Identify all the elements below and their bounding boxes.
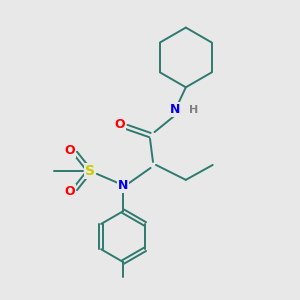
- Text: H: H: [189, 105, 198, 115]
- Text: O: O: [115, 118, 125, 131]
- Text: N: N: [170, 103, 181, 116]
- Text: N: N: [118, 179, 128, 192]
- Text: O: O: [64, 143, 75, 157]
- Text: O: O: [64, 185, 75, 198]
- Text: S: S: [85, 164, 95, 178]
